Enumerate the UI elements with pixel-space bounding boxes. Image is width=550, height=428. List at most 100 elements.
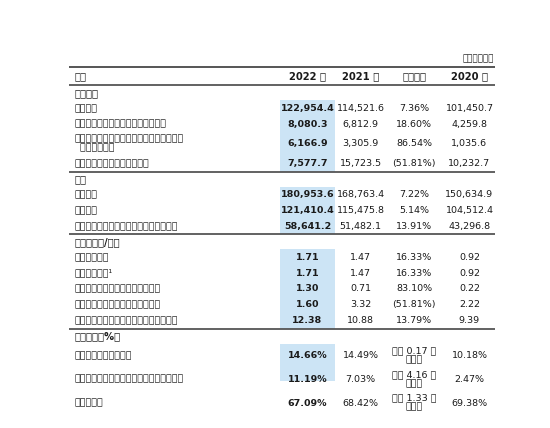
- Text: 9.39: 9.39: [459, 316, 480, 325]
- Bar: [280, 391, 335, 415]
- Text: 6,812.9: 6,812.9: [343, 120, 379, 129]
- Bar: [280, 313, 335, 329]
- Text: 3.32: 3.32: [350, 300, 371, 309]
- Text: 121,410.4: 121,410.4: [280, 206, 334, 215]
- Text: 7.03%: 7.03%: [345, 375, 376, 384]
- Text: 114,521.6: 114,521.6: [337, 104, 385, 113]
- Text: 2022 年: 2022 年: [289, 71, 326, 81]
- Text: 2.22: 2.22: [459, 300, 480, 309]
- Text: 16.33%: 16.33%: [396, 269, 432, 278]
- Text: 1.30: 1.30: [296, 285, 319, 294]
- Text: 财务比率（%）: 财务比率（%）: [74, 331, 120, 341]
- Text: 1.71: 1.71: [296, 253, 319, 262]
- Bar: [280, 250, 335, 265]
- Text: 12.38: 12.38: [293, 316, 323, 325]
- Bar: [280, 101, 335, 116]
- Text: 归属于上市公司普通股股东的扣除非经常性: 归属于上市公司普通股股东的扣除非经常性: [74, 135, 184, 144]
- Text: 3,305.9: 3,305.9: [343, 140, 379, 149]
- Text: (51.81%): (51.81%): [392, 159, 436, 168]
- Bar: [280, 218, 335, 234]
- Text: 1.71: 1.71: [296, 269, 319, 278]
- Text: 经营业绩: 经营业绩: [74, 88, 98, 98]
- Text: 扣除非经常性损益的基本每股收益: 扣除非经常性损益的基本每股收益: [74, 285, 161, 294]
- Text: 83.10%: 83.10%: [396, 285, 432, 294]
- Text: 14.66%: 14.66%: [288, 351, 327, 360]
- Text: 7,577.7: 7,577.7: [287, 159, 328, 168]
- Text: 122,954.4: 122,954.4: [280, 104, 334, 113]
- Bar: [280, 132, 335, 156]
- Text: 0.22: 0.22: [459, 285, 480, 294]
- Bar: [280, 367, 335, 391]
- Bar: [280, 187, 335, 202]
- Text: 18.60%: 18.60%: [396, 120, 432, 129]
- Text: 180,953.6: 180,953.6: [280, 190, 334, 199]
- Text: 13.91%: 13.91%: [396, 222, 432, 231]
- Text: 营业收入: 营业收入: [74, 104, 97, 113]
- Text: 101,450.7: 101,450.7: [446, 104, 493, 113]
- Text: 2020 年: 2020 年: [451, 71, 488, 81]
- Text: 67.09%: 67.09%: [288, 398, 327, 407]
- Text: 基本每股收益: 基本每股收益: [74, 253, 109, 262]
- Text: 4,259.8: 4,259.8: [452, 120, 487, 129]
- Text: 10.88: 10.88: [347, 316, 374, 325]
- Text: 加权平均净资产收益率: 加权平均净资产收益率: [74, 351, 132, 360]
- Text: 稀释每股收益¹: 稀释每股收益¹: [74, 269, 113, 278]
- Text: 58,641.2: 58,641.2: [284, 222, 331, 231]
- Text: 115,475.8: 115,475.8: [337, 206, 385, 215]
- Text: 7.36%: 7.36%: [399, 104, 429, 113]
- Text: 51,482.1: 51,482.1: [340, 222, 382, 231]
- Text: 15,723.5: 15,723.5: [340, 159, 382, 168]
- Text: 下降 1.33 个: 下降 1.33 个: [392, 394, 436, 403]
- Text: 0.92: 0.92: [459, 253, 480, 262]
- Text: 百分点: 百分点: [405, 379, 422, 388]
- Text: 86.54%: 86.54%: [396, 140, 432, 149]
- Text: 8,080.3: 8,080.3: [287, 120, 328, 129]
- Text: 每股计（元/股）: 每股计（元/股）: [74, 237, 120, 247]
- Text: 同比增减: 同比增减: [402, 71, 426, 81]
- Text: 13.79%: 13.79%: [396, 316, 432, 325]
- Text: 百分点: 百分点: [405, 403, 422, 412]
- Text: 14.49%: 14.49%: [343, 351, 379, 360]
- Text: 资产负债率: 资产负债率: [74, 398, 103, 407]
- Text: 2.47%: 2.47%: [454, 375, 485, 384]
- Text: 经营活动产生的现金流量净额: 经营活动产生的现金流量净额: [74, 159, 149, 168]
- Bar: [280, 281, 335, 297]
- Text: 负债总额: 负债总额: [74, 206, 97, 215]
- Text: 损益的净利润: 损益的净利润: [74, 144, 115, 153]
- Text: 百分点: 百分点: [405, 355, 422, 364]
- Text: 2021 年: 2021 年: [342, 71, 380, 81]
- Text: 7.22%: 7.22%: [399, 190, 429, 199]
- Text: 10,232.7: 10,232.7: [448, 159, 491, 168]
- Bar: [280, 202, 335, 218]
- Text: 10.18%: 10.18%: [452, 351, 487, 360]
- Text: 规模: 规模: [74, 174, 86, 184]
- Text: 每股经营活动产生的现金流量净额: 每股经营活动产生的现金流量净额: [74, 300, 161, 309]
- Text: 1.47: 1.47: [350, 269, 371, 278]
- Text: 归属于上市公司普通股股东的所有者权益: 归属于上市公司普通股股东的所有者权益: [74, 222, 178, 231]
- Text: 资产总额: 资产总额: [74, 190, 97, 199]
- Bar: [280, 297, 335, 313]
- Bar: [280, 344, 335, 367]
- Text: 项目: 项目: [74, 71, 86, 81]
- Text: 16.33%: 16.33%: [396, 253, 432, 262]
- Text: 上升 0.17 个: 上升 0.17 个: [392, 346, 436, 355]
- Text: 0.71: 0.71: [350, 285, 371, 294]
- Text: 6,166.9: 6,166.9: [287, 140, 328, 149]
- Text: 43,296.8: 43,296.8: [448, 222, 491, 231]
- Text: 上升 4.16 个: 上升 4.16 个: [392, 370, 436, 379]
- Text: 0.92: 0.92: [459, 269, 480, 278]
- Text: 68.42%: 68.42%: [343, 398, 379, 407]
- Bar: [280, 116, 335, 132]
- Text: 69.38%: 69.38%: [452, 398, 487, 407]
- Text: 5.14%: 5.14%: [399, 206, 429, 215]
- Text: 1.47: 1.47: [350, 253, 371, 262]
- Bar: [280, 265, 335, 281]
- Text: 扣除非经常性损益的加权平均净资产收益率: 扣除非经常性损益的加权平均净资产收益率: [74, 375, 184, 384]
- Text: 1.60: 1.60: [296, 300, 319, 309]
- Text: 104,512.4: 104,512.4: [446, 206, 493, 215]
- Text: 归属于上市公司普通股股东的每股净资产: 归属于上市公司普通股股东的每股净资产: [74, 316, 178, 325]
- Text: 归属于上市公司普通股股东的净利润: 归属于上市公司普通股股东的净利润: [74, 120, 166, 129]
- Text: 单位：百万元: 单位：百万元: [463, 55, 494, 64]
- Text: (51.81%): (51.81%): [392, 300, 436, 309]
- Text: 1,035.6: 1,035.6: [452, 140, 487, 149]
